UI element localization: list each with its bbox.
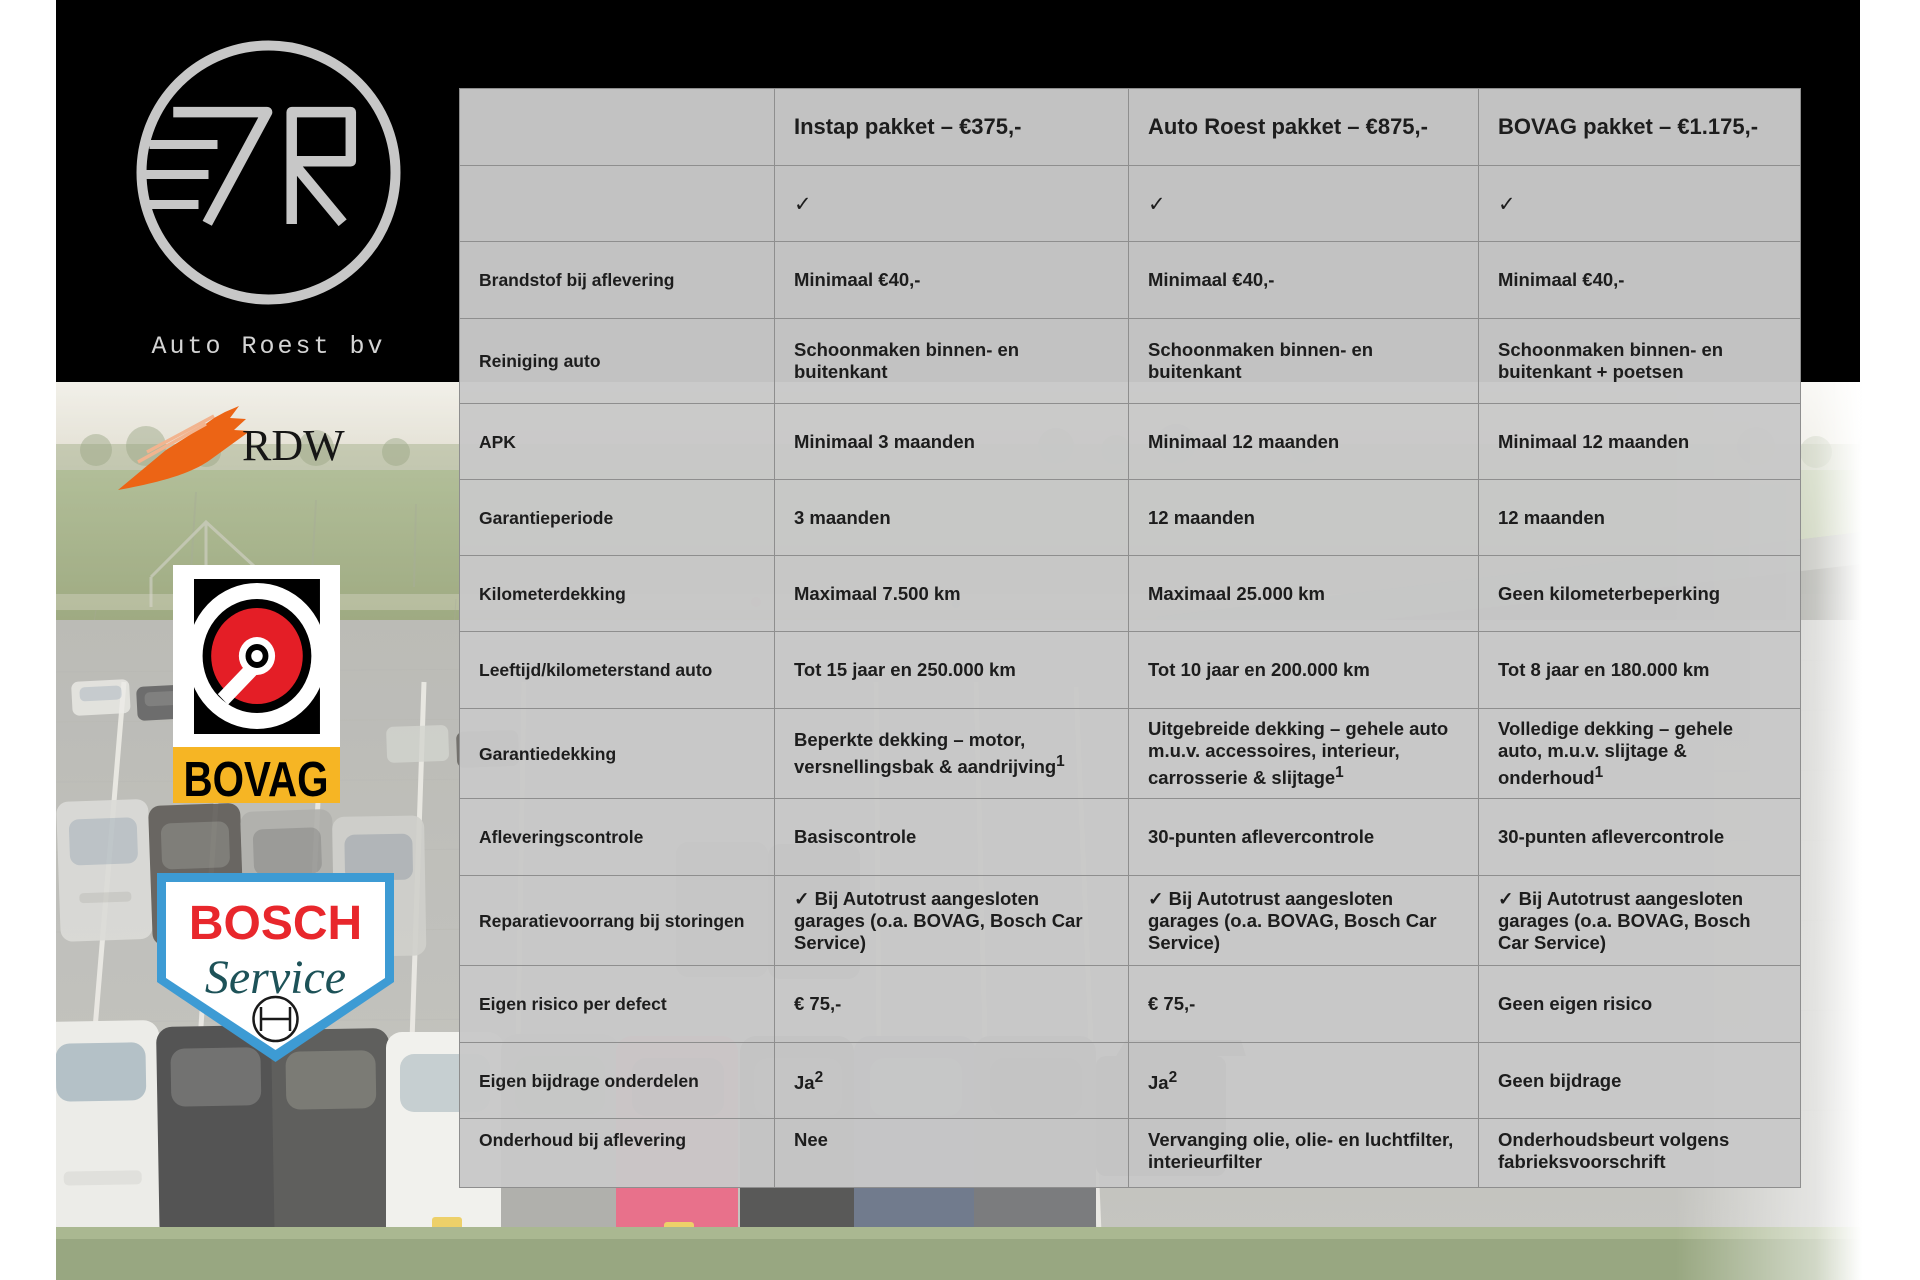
svg-text:BOVAG: BOVAG bbox=[184, 753, 329, 803]
svg-text:RDW: RDW bbox=[242, 421, 345, 470]
svg-text:BOSCH: BOSCH bbox=[189, 897, 362, 950]
svg-text:Auto Roest bv: Auto Roest bv bbox=[151, 332, 385, 361]
